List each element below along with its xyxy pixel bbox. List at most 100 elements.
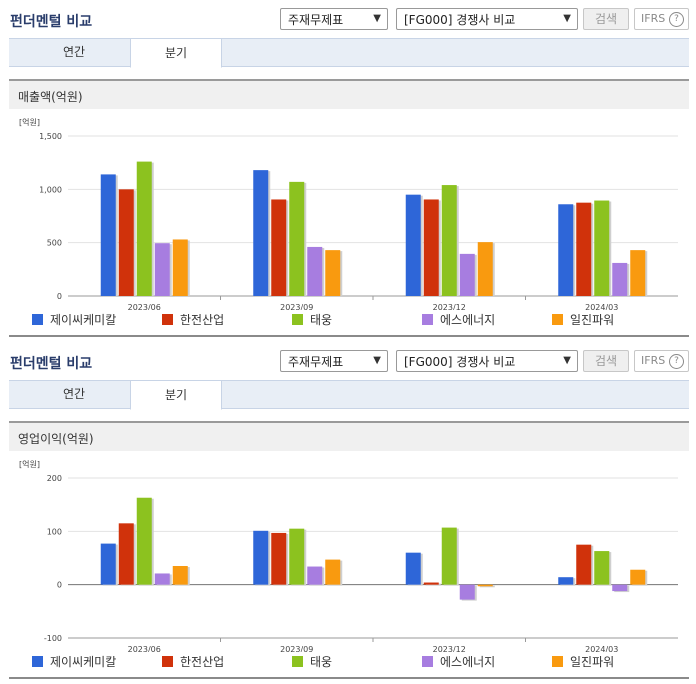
legend-item: 제이씨케미칼	[32, 653, 116, 670]
legend-label: 제이씨케미칼	[50, 655, 117, 669]
panel-title: 펀더멘털 비교	[10, 356, 93, 372]
panel-title: 펀더멘털 비교	[10, 14, 93, 30]
legend-item: 에스에너지	[422, 653, 495, 670]
help-icon[interactable]: ?	[669, 12, 684, 27]
x-tick-label: 2024/03	[585, 303, 618, 310]
legend-item: 제이씨케미칼	[32, 311, 116, 328]
y-tick-label: 500	[47, 239, 62, 248]
compare-select[interactable]: [FG000] 경쟁사 비교 ▼	[396, 350, 578, 372]
legend-label: 제이씨케미칼	[50, 313, 117, 327]
bar	[441, 527, 457, 585]
period-tabs: 연간 분기	[9, 380, 689, 410]
bar	[612, 584, 628, 592]
bar	[405, 194, 421, 296]
bar	[459, 253, 475, 296]
chevron-down-icon: ▼	[373, 355, 381, 366]
legend-item: 한전산업	[162, 311, 224, 328]
bar	[630, 250, 646, 296]
bar	[325, 250, 341, 296]
y-tick-label: 0	[57, 581, 62, 590]
bar	[630, 569, 646, 585]
y-tick-label: 1,000	[39, 185, 62, 194]
bar	[172, 239, 188, 296]
legend-item: 태웅	[292, 653, 332, 670]
fundamental-panel-revenue: 펀더멘털 비교 주재무제표 ▼ [FG000] 경쟁사 비교 ▼ 검색 IFRS…	[9, 8, 690, 337]
ifrs-button[interactable]: IFRS ?	[634, 8, 689, 30]
chevron-down-icon: ▼	[563, 355, 571, 366]
bar	[423, 582, 439, 585]
bar	[459, 584, 475, 600]
bar	[253, 530, 269, 585]
legend-swatch	[422, 656, 433, 667]
legend-label: 태웅	[310, 655, 333, 669]
legend-label: 에스에너지	[440, 655, 496, 669]
revenue-bar-chart: [억원] 1,500 1,000 500 0 2023/06 2023/09 2023/12 2…	[19, 117, 678, 310]
legend-label: 태웅	[310, 313, 333, 327]
section-title: 매출액(억원)	[9, 79, 689, 109]
bar	[477, 584, 493, 587]
ifrs-button[interactable]: IFRS ?	[634, 350, 689, 372]
bar	[558, 577, 574, 585]
y-tick-label: 0	[57, 292, 62, 301]
y-tick-label: 200	[47, 474, 62, 483]
bar	[100, 174, 116, 296]
legend-swatch	[32, 656, 43, 667]
legend-swatch	[552, 314, 563, 325]
bar	[271, 532, 287, 585]
bar	[594, 200, 610, 296]
panel-divider	[9, 335, 689, 337]
legend-label: 한전산업	[180, 313, 225, 327]
bar	[100, 543, 116, 585]
tab-quarterly[interactable]: 분기	[130, 38, 222, 68]
help-icon[interactable]: ?	[669, 354, 684, 369]
legend-label: 일진파워	[570, 313, 615, 327]
tab-annual[interactable]: 연간	[62, 387, 86, 401]
search-button[interactable]: 검색	[583, 350, 629, 372]
x-tick-label: 2023/09	[280, 645, 313, 652]
bar	[423, 199, 439, 296]
ifrs-label: IFRS	[641, 12, 666, 25]
legend-swatch	[552, 656, 563, 667]
legend-item: 에스에너지	[422, 311, 495, 328]
x-tick-label: 2023/06	[128, 645, 161, 652]
search-button[interactable]: 검색	[583, 8, 629, 30]
bar	[405, 552, 421, 585]
statement-select[interactable]: 주재무제표 ▼	[280, 350, 388, 372]
bar	[576, 544, 592, 585]
bar	[576, 202, 592, 296]
y-tick-label: 1,500	[39, 132, 62, 141]
x-tick-label: 2023/12	[433, 645, 466, 652]
chart-legend: 제이씨케미칼 한전산업 태웅 에스에너지 일진파워	[30, 311, 690, 327]
section-title: 영업이익(억원)	[9, 421, 689, 451]
legend-label: 에스에너지	[440, 313, 496, 327]
x-tick-label: 2023/06	[128, 303, 161, 310]
bar	[118, 189, 134, 296]
x-tick-label: 2024/03	[585, 645, 618, 652]
bar	[289, 528, 305, 585]
legend-item: 한전산업	[162, 653, 224, 670]
legend-item: 태웅	[292, 311, 332, 328]
bar	[325, 559, 341, 585]
bar	[172, 566, 188, 585]
bar	[289, 181, 305, 296]
bar	[307, 246, 323, 296]
x-tick-label: 2023/12	[433, 303, 466, 310]
ifrs-label: IFRS	[641, 354, 666, 367]
bar	[136, 161, 152, 296]
legend-label: 한전산업	[180, 655, 225, 669]
legend-item: 일진파워	[552, 653, 614, 670]
legend-label: 일진파워	[570, 655, 615, 669]
legend-swatch	[32, 314, 43, 325]
compare-select-value: [FG000] 경쟁사 비교	[404, 355, 516, 369]
statement-select[interactable]: 주재무제표 ▼	[280, 8, 388, 30]
fundamental-panel-operating-profit: 펀더멘털 비교 주재무제표 ▼ [FG000] 경쟁사 비교 ▼ 검색 IFRS…	[0, 342, 696, 684]
chevron-down-icon: ▼	[373, 13, 381, 24]
tab-annual[interactable]: 연간	[62, 45, 86, 59]
bar	[154, 243, 170, 296]
tab-quarterly[interactable]: 분기	[130, 380, 222, 410]
compare-select[interactable]: [FG000] 경쟁사 비교 ▼	[396, 8, 578, 30]
bar	[118, 523, 134, 585]
bar	[558, 204, 574, 296]
bar-shadow	[479, 585, 495, 588]
panel-divider	[9, 677, 689, 679]
